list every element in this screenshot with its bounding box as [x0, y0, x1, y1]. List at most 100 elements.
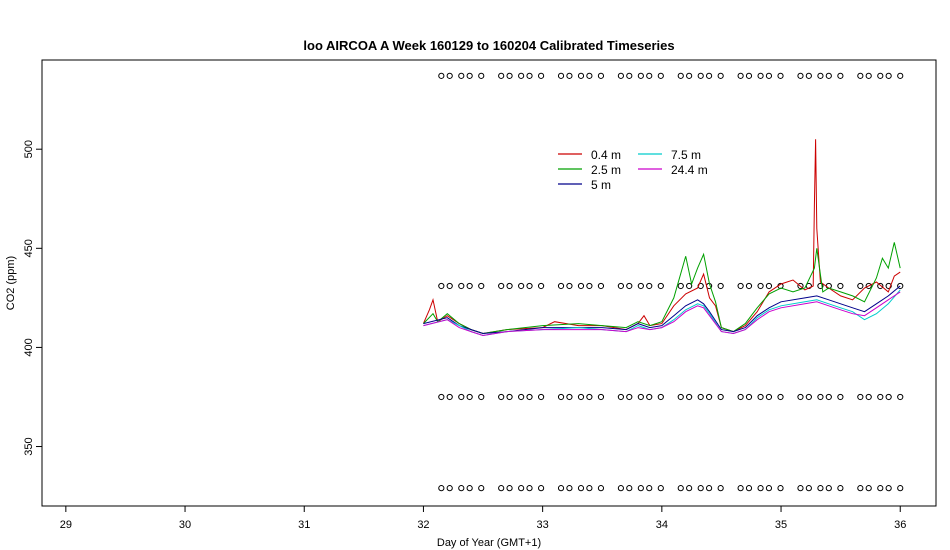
marker-point	[865, 282, 872, 290]
y-tick-label: 500	[23, 140, 35, 158]
marker-point	[526, 485, 533, 492]
marker-point	[637, 393, 644, 401]
marker-point	[805, 393, 812, 401]
marker-point	[646, 485, 653, 492]
legend-label: 2.5 m	[591, 163, 621, 177]
marker-point	[865, 393, 872, 401]
marker-point	[777, 72, 784, 79]
marker-point	[677, 485, 684, 492]
marker-point	[765, 485, 773, 492]
marker-point	[686, 282, 693, 290]
marker-point	[646, 72, 653, 79]
marker-point	[566, 282, 573, 290]
marker-point	[825, 72, 832, 79]
y-tick-label: 450	[23, 239, 35, 257]
marker-point	[817, 485, 824, 492]
x-axis: 29 30 31 32 33 34 35 36	[60, 506, 906, 531]
marker-point	[586, 393, 593, 401]
marker-point	[885, 282, 892, 290]
marker-point	[597, 282, 605, 290]
marker-point	[466, 72, 473, 79]
marker-point	[777, 485, 784, 492]
marker-point	[518, 72, 525, 79]
marker-point	[498, 485, 505, 492]
marker-point	[626, 393, 633, 401]
marker-point	[626, 485, 633, 492]
marker-point	[466, 485, 473, 492]
x-tick-label: 32	[417, 519, 429, 531]
marker-point	[557, 282, 565, 290]
marker-point	[737, 393, 744, 401]
marker-point	[597, 72, 605, 79]
marker-point	[637, 72, 644, 79]
marker-point	[705, 393, 713, 401]
marker-point	[557, 393, 565, 401]
series-lines	[422, 139, 901, 337]
marker-point	[705, 72, 713, 79]
marker-point	[438, 72, 445, 79]
marker-point	[637, 282, 644, 290]
marker-point	[537, 72, 545, 79]
legend-label: 0.4 m	[591, 148, 621, 162]
marker-point	[646, 282, 653, 290]
marker-point	[825, 393, 832, 401]
marker-point	[757, 72, 764, 79]
x-tick-label: 33	[537, 519, 549, 531]
marker-point	[526, 393, 533, 401]
marker-point	[797, 282, 804, 290]
marker-point	[825, 485, 832, 492]
marker-point	[717, 282, 724, 290]
marker-point	[797, 72, 804, 79]
marker-point	[597, 485, 605, 492]
series-line-3	[423, 289, 901, 337]
marker-point	[537, 282, 545, 290]
x-tick-label: 30	[179, 519, 191, 531]
x-tick-label: 34	[656, 519, 668, 531]
marker-point	[498, 393, 505, 401]
marker-point	[797, 393, 804, 401]
series-line-2	[423, 285, 901, 335]
marker-point	[478, 282, 485, 290]
marker-point	[617, 393, 624, 401]
series-line-4	[423, 291, 901, 337]
marker-point	[466, 393, 473, 401]
marker-point	[737, 485, 744, 492]
legend-label: 5 m	[591, 178, 611, 192]
marker-point	[586, 282, 593, 290]
marker-point	[765, 72, 773, 79]
y-tick-label: 400	[23, 338, 35, 356]
marker-point	[857, 72, 864, 79]
marker-point	[626, 282, 633, 290]
marker-point	[438, 282, 445, 290]
marker-point	[518, 393, 525, 401]
legend-label: 24.4 m	[671, 163, 708, 177]
plot-box	[41, 59, 937, 507]
marker-point	[518, 485, 525, 492]
marker-point	[697, 72, 704, 79]
marker-point	[478, 485, 485, 492]
marker-point	[805, 72, 812, 79]
marker-point	[657, 282, 664, 290]
marker-point	[686, 485, 693, 492]
marker-point	[817, 393, 824, 401]
marker-point	[745, 485, 753, 492]
marker-point	[526, 72, 533, 79]
marker-point	[586, 485, 593, 492]
marker-point	[646, 393, 653, 401]
marker-point	[506, 485, 513, 492]
marker-point	[877, 282, 884, 290]
x-tick-label: 36	[894, 519, 906, 531]
marker-point	[897, 72, 904, 79]
marker-point	[566, 485, 573, 492]
marker-point	[757, 282, 764, 290]
marker-point	[677, 72, 684, 79]
marker-point	[817, 282, 824, 290]
marker-point	[617, 72, 624, 79]
marker-point	[458, 485, 465, 492]
marker-point	[805, 485, 812, 492]
marker-point	[877, 72, 884, 79]
marker-point	[745, 282, 753, 290]
marker-point	[686, 393, 693, 401]
marker-point	[557, 72, 565, 79]
marker-point	[757, 485, 764, 492]
